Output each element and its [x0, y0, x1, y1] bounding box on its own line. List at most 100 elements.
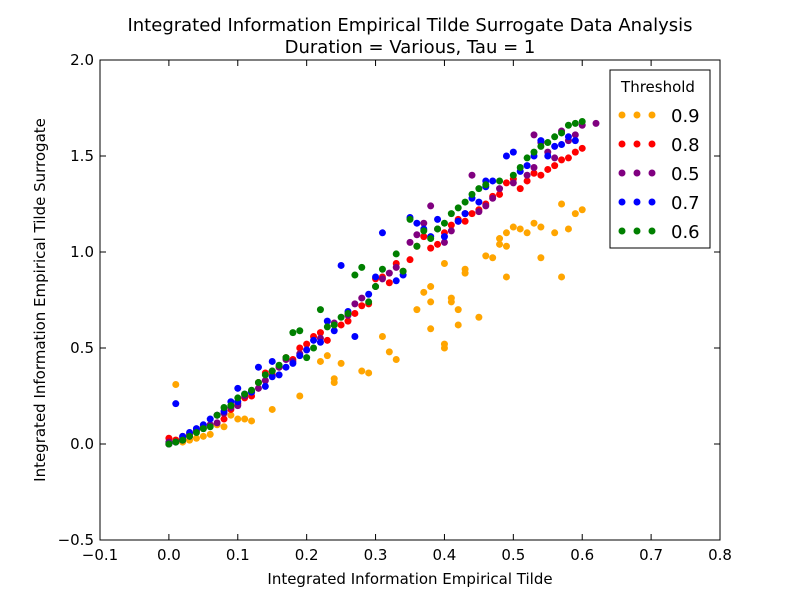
- data-point-threshold-0.8: [558, 156, 566, 164]
- data-point-threshold-0.9: [241, 415, 249, 423]
- data-point-threshold-0.6: [468, 190, 476, 198]
- data-point-threshold-0.5: [571, 131, 579, 139]
- legend-marker: [633, 198, 641, 206]
- data-point-threshold-0.5: [523, 171, 531, 179]
- data-point-threshold-0.7: [454, 217, 462, 225]
- data-point-threshold-0.7: [537, 137, 545, 145]
- data-point-threshold-0.6: [427, 235, 435, 243]
- data-point-threshold-0.6: [213, 411, 221, 419]
- data-point-threshold-0.5: [351, 300, 359, 308]
- legend-marker: [618, 111, 626, 119]
- data-point-threshold-0.9: [427, 283, 435, 291]
- data-point-threshold-0.7: [172, 400, 180, 408]
- data-point-threshold-0.8: [420, 233, 428, 241]
- data-point-threshold-0.6: [558, 129, 566, 137]
- x-tick-label: 0.0: [157, 546, 181, 564]
- data-point-threshold-0.9: [516, 225, 524, 233]
- data-point-threshold-0.6: [323, 323, 331, 331]
- data-point-threshold-0.5: [447, 227, 455, 235]
- data-point-threshold-0.6: [358, 263, 366, 271]
- data-point-threshold-0.6: [392, 250, 400, 258]
- data-point-threshold-0.9: [502, 229, 510, 237]
- data-point-threshold-0.6: [496, 177, 504, 185]
- data-point-threshold-0.7: [571, 137, 579, 145]
- data-point-threshold-0.7: [282, 363, 290, 371]
- data-point-threshold-0.8: [468, 210, 476, 218]
- data-point-threshold-0.7: [330, 327, 338, 335]
- data-point-threshold-0.9: [323, 352, 331, 360]
- data-point-threshold-0.9: [440, 260, 448, 268]
- x-tick-label: 0.7: [639, 546, 663, 564]
- data-point-threshold-0.9: [558, 200, 566, 208]
- data-point-threshold-0.8: [351, 309, 359, 317]
- data-point-threshold-0.7: [310, 336, 318, 344]
- data-point-threshold-0.6: [310, 344, 318, 352]
- data-point-threshold-0.6: [351, 271, 359, 279]
- y-tick-label: 1.0: [70, 243, 94, 261]
- data-point-threshold-0.6: [289, 329, 297, 337]
- data-point-threshold-0.6: [165, 440, 173, 448]
- data-point-threshold-0.9: [330, 379, 338, 387]
- data-point-threshold-0.8: [530, 169, 538, 177]
- data-point-threshold-0.9: [378, 332, 386, 340]
- data-point-threshold-0.9: [564, 225, 572, 233]
- data-point-threshold-0.6: [372, 283, 380, 291]
- data-point-threshold-0.5: [440, 238, 448, 246]
- data-point-threshold-0.8: [544, 165, 552, 173]
- data-point-threshold-0.6: [578, 117, 586, 125]
- data-point-threshold-0.6: [268, 367, 276, 375]
- data-point-threshold-0.6: [337, 313, 345, 321]
- data-point-threshold-0.6: [248, 386, 256, 394]
- data-point-threshold-0.5: [427, 202, 435, 210]
- data-point-threshold-0.9: [530, 219, 538, 227]
- x-axis-label: Integrated Information Empirical Tilde: [267, 570, 552, 588]
- data-point-threshold-0.9: [496, 240, 504, 248]
- data-point-threshold-0.6: [206, 423, 214, 431]
- data-point-threshold-0.5: [358, 294, 366, 302]
- data-point-threshold-0.6: [516, 164, 524, 172]
- data-point-threshold-0.8: [316, 329, 324, 337]
- data-point-threshold-0.6: [571, 119, 579, 127]
- data-point-threshold-0.7: [289, 359, 297, 367]
- data-point-threshold-0.9: [482, 252, 490, 260]
- data-point-threshold-0.8: [537, 171, 545, 179]
- data-points: [165, 117, 600, 448]
- data-point-threshold-0.6: [461, 198, 469, 206]
- data-point-threshold-0.5: [482, 202, 490, 210]
- data-point-threshold-0.8: [502, 179, 510, 187]
- data-point-threshold-0.6: [564, 121, 572, 129]
- data-point-threshold-0.6: [475, 185, 483, 193]
- data-point-threshold-0.9: [496, 235, 504, 243]
- legend-marker: [648, 111, 656, 119]
- data-point-threshold-0.9: [502, 273, 510, 281]
- data-point-threshold-0.6: [530, 148, 538, 156]
- data-point-threshold-0.6: [447, 210, 455, 218]
- data-point-threshold-0.6: [537, 142, 545, 150]
- data-point-threshold-0.6: [544, 139, 552, 147]
- data-point-threshold-0.6: [420, 227, 428, 235]
- x-tick-label: 0.8: [708, 546, 732, 564]
- data-point-threshold-0.9: [558, 273, 566, 281]
- data-point-threshold-0.8: [434, 240, 442, 248]
- data-point-threshold-0.9: [365, 369, 373, 377]
- data-point-threshold-0.5: [496, 185, 504, 193]
- data-point-threshold-0.5: [413, 231, 421, 239]
- data-point-threshold-0.9: [502, 242, 510, 250]
- data-point-threshold-0.7: [351, 332, 359, 340]
- legend-label: 0.7: [671, 193, 700, 214]
- data-point-threshold-0.5: [551, 154, 559, 162]
- data-point-threshold-0.7: [206, 415, 214, 423]
- plot-frame: [99, 59, 721, 541]
- data-point-threshold-0.5: [392, 263, 400, 271]
- x-tick-label: 0.2: [295, 546, 319, 564]
- data-point-threshold-0.9: [296, 392, 304, 400]
- data-point-threshold-0.7: [254, 363, 262, 371]
- y-tick-label: 1.5: [70, 147, 94, 165]
- data-point-threshold-0.5: [261, 377, 269, 385]
- data-point-threshold-0.6: [241, 390, 249, 398]
- data-point-threshold-0.7: [323, 317, 331, 325]
- data-point-threshold-0.9: [413, 306, 421, 314]
- data-point-threshold-0.5: [592, 119, 600, 127]
- data-point-threshold-0.5: [530, 164, 538, 172]
